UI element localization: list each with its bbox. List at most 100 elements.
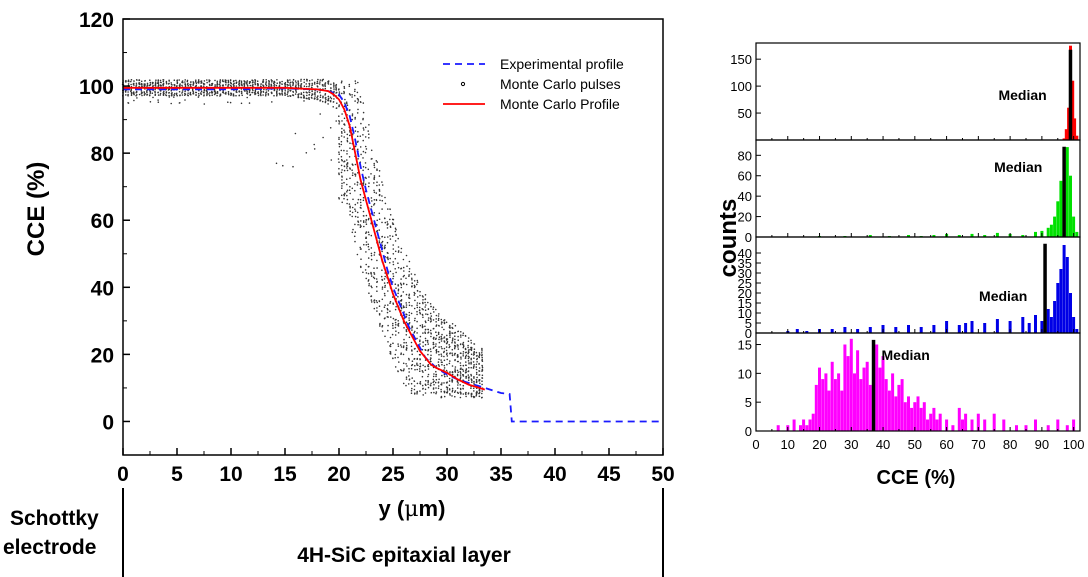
y-tick-label: 150 (730, 52, 752, 67)
histogram-bar (1072, 419, 1076, 431)
histogram-bar (833, 379, 837, 431)
histogram-bar (907, 235, 910, 237)
histogram-bar (1075, 231, 1079, 237)
y-tick-label: 35 (738, 256, 752, 271)
median-label: Median (998, 87, 1046, 103)
panel-frame (755, 332, 1081, 432)
histogram-bar (957, 407, 961, 431)
histogram-bar (1062, 138, 1066, 140)
histogram-bar (1027, 323, 1031, 333)
histogram-bar (1075, 329, 1079, 333)
histogram-bar (862, 367, 866, 431)
y-tick-label: 15 (738, 296, 752, 311)
histogram-bar (932, 325, 936, 333)
histogram-bar (802, 419, 806, 431)
x-tick-label: 50 (651, 463, 674, 486)
median-label: Median (882, 347, 930, 363)
histogram-bar (875, 344, 879, 431)
histogram-panels: Median50100150Median020406080Median05101… (730, 42, 1084, 452)
histogram-bar (1034, 231, 1037, 237)
histogram-bar (837, 373, 841, 431)
histogram-bar (1075, 135, 1079, 140)
monte-carlo-profile-line (123, 86, 486, 391)
histogram-bar (799, 425, 802, 431)
median-label: Median (979, 288, 1027, 304)
y-tick-label: 20 (91, 344, 114, 367)
histogram-bar (913, 402, 917, 431)
histogram-bar (868, 327, 872, 333)
counts-axis-label: counts (715, 199, 742, 278)
histogram-bar (995, 232, 999, 237)
legend-label: Experimental profile (500, 56, 624, 72)
histogram-bar (919, 327, 923, 333)
x-tick-label: 20 (812, 437, 826, 452)
histogram-bar (868, 235, 872, 237)
histogram-bar (1073, 118, 1077, 140)
histogram-bar (830, 329, 834, 333)
histogram-panel: Median 0 5 10 15 (738, 332, 1081, 439)
histogram-bar (970, 419, 974, 431)
y-tick-label: 0 (102, 411, 114, 434)
y-tick-label: 20 (738, 286, 752, 301)
histogram-bar (1069, 175, 1072, 237)
y-axis-label: CCE (%) (23, 162, 50, 257)
histogram-bar (1062, 245, 1066, 333)
histogram-bar (1059, 180, 1063, 237)
histogram-bar (1002, 419, 1006, 431)
histogram-bar (1046, 309, 1050, 333)
histogram-bar (1049, 317, 1053, 333)
histogram-bar (926, 419, 929, 431)
histogram-bar (868, 384, 872, 431)
x-tick-label: 40 (543, 463, 566, 486)
histogram-bar (1072, 216, 1076, 237)
y-tick-label: 5 (745, 395, 752, 410)
histogram-bar (1072, 317, 1076, 333)
histogram-bar (945, 321, 949, 333)
y-tick-label: 10 (738, 306, 752, 321)
y-tick-label: 120 (79, 9, 114, 32)
y-tick-label: 0 (745, 230, 752, 245)
histogram-bar (1021, 235, 1025, 237)
histogram-bar (932, 407, 936, 431)
histogram-bar (976, 413, 980, 431)
histogram-bar (929, 413, 933, 431)
histogram-bar (1049, 224, 1053, 237)
histogram-bar (865, 361, 869, 431)
histogram-bar (846, 356, 850, 431)
histogram-bar (843, 344, 847, 431)
y-tick-label: 100 (730, 79, 752, 94)
histogram-bar (1065, 257, 1069, 333)
histogram-bar (900, 379, 904, 431)
histogram-bar (1065, 425, 1069, 431)
histogram-bar (922, 402, 926, 431)
histogram-bar (945, 419, 949, 431)
x-tick-label: 25 (381, 463, 405, 486)
histogram-bar (859, 379, 863, 431)
legend-label: Monte Carlo pulses (500, 76, 621, 92)
x-tick-label: 70 (971, 437, 985, 452)
y-tick-label: 20 (738, 210, 752, 225)
depth-profile-chart: 0 20 40 60 80 100 120 0 5 10 15 20 25 30 35 40 45 50 Expe… (23, 9, 675, 522)
y-tick-label: 40 (738, 189, 752, 204)
cce-histograms: Median50100150Median020406080Median05101… (715, 42, 1084, 489)
histogram-bar (805, 425, 809, 431)
monte-carlo-pulses-scatter (121, 78, 484, 399)
x-tick-label: 30 (844, 437, 858, 452)
histogram-bar (1065, 147, 1069, 237)
x-tick-label: 10 (219, 463, 242, 486)
panel-frame (755, 139, 1081, 238)
histogram-bar (840, 390, 844, 431)
histogram-bar (843, 327, 847, 333)
panel-frame (755, 236, 1081, 334)
histogram-panel: Median 0 20 40 60 80 (738, 139, 1081, 245)
histogram-bar (891, 373, 895, 431)
histogram-bar (919, 407, 923, 431)
histogram-bar (827, 390, 831, 431)
histogram-bar (887, 390, 891, 431)
scatter-points (121, 78, 484, 399)
x-tick-label: 15 (273, 463, 297, 486)
histogram-bar (830, 361, 834, 431)
x-tick-label: 0 (752, 437, 759, 452)
y-tick-label: 60 (91, 210, 114, 233)
